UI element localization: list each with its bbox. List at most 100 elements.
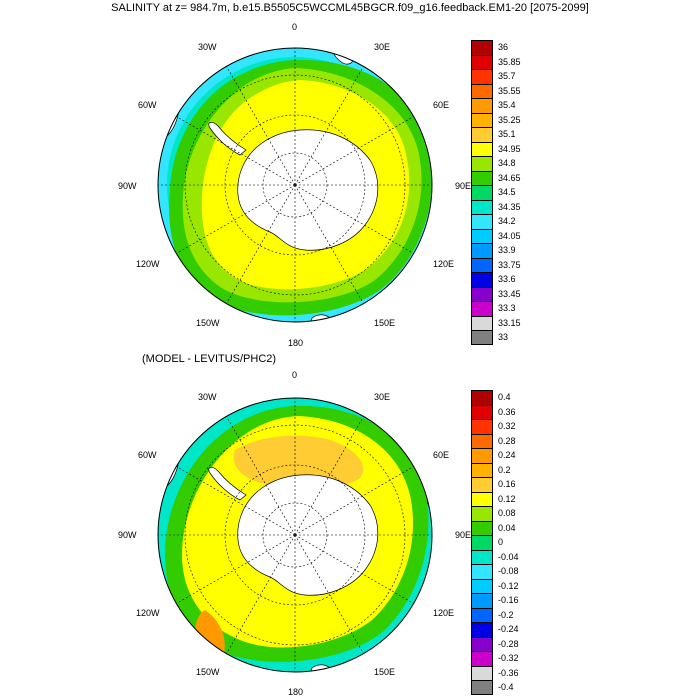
bottom-colorbar-label: -0.2 xyxy=(498,609,514,620)
top-colorbar-swatch xyxy=(471,301,493,316)
top-colorbar-swatch xyxy=(471,286,493,301)
top-map-title: SALINITY at z= 984.7m, b.e15.B5505C5WCCM… xyxy=(111,2,589,14)
top-colorbar-label: 33.75 xyxy=(498,259,521,270)
bottom-colorbar-label: -0.12 xyxy=(498,580,519,591)
bottom-colorbar-swatch xyxy=(471,535,493,550)
top-lon-label-150e: 150E xyxy=(374,318,396,328)
bottom-colorbar-label: -0.24 xyxy=(498,624,519,634)
top-lon-label-90e: 90E xyxy=(455,181,472,191)
bottom-lon-label-0: 0 xyxy=(292,370,298,380)
top-colorbar-label: 34.65 xyxy=(498,172,521,183)
bottom-colorbar-label: 0.08 xyxy=(498,508,516,518)
bottom-colorbar-label: -0.32 xyxy=(498,653,519,663)
top-colorbar-label: 35.25 xyxy=(498,114,521,125)
top-colorbar-label: 33.45 xyxy=(498,288,521,299)
bottom-colorbar-swatch xyxy=(471,506,493,521)
top-colorbar-label: 34.35 xyxy=(498,201,521,212)
top-colorbar-label: 35.4 xyxy=(498,100,516,110)
top-lon-label-150w: 150W xyxy=(196,318,220,328)
bottom-colorbar-swatch xyxy=(471,680,493,695)
top-colorbar-swatch xyxy=(471,214,493,229)
top-colorbar-swatch xyxy=(471,69,493,84)
top-colorbar-swatch xyxy=(471,170,493,185)
bottom-lon-label-90e: 90E xyxy=(455,530,472,540)
top-lon-label-120w: 120W xyxy=(136,259,160,269)
bottom-colorbar-swatch xyxy=(471,404,493,419)
bottom-colorbar-label: -0.08 xyxy=(498,566,519,576)
bottom-colorbar-swatch xyxy=(471,607,493,622)
bottom-colorbar-label: 0.28 xyxy=(498,435,516,446)
bottom-colorbar-label: -0.16 xyxy=(498,595,519,605)
top-colorbar-label: 33 xyxy=(498,332,509,342)
top-colorbar-label: 34.5 xyxy=(498,187,516,197)
top-colorbar-label: 33.15 xyxy=(498,317,521,328)
bottom-lon-label-120w: 120W xyxy=(136,608,160,618)
top-colorbar-label: 35.85 xyxy=(498,56,521,67)
bottom-colorbar-swatch xyxy=(471,491,493,506)
bottom-lon-label-60e: 60E xyxy=(433,450,450,460)
top-colorbar-label: 36 xyxy=(498,42,509,52)
top-polar-map xyxy=(157,47,433,323)
top-colorbar-swatch xyxy=(471,199,493,214)
top-colorbar-swatch xyxy=(471,185,493,200)
bottom-colorbar-label: 0.04 xyxy=(498,522,516,533)
top-colorbar-label: 33.3 xyxy=(498,303,516,313)
top-lon-label-90w: 90W xyxy=(118,181,137,191)
bottom-colorbar-label: 0.36 xyxy=(498,406,516,417)
top-colorbar-swatch xyxy=(471,112,493,127)
top-colorbar-swatch xyxy=(471,83,493,98)
bottom-colorbar-label: -0.28 xyxy=(498,638,519,649)
bottom-colorbar-swatch xyxy=(471,593,493,608)
bottom-colorbar-label: 0.24 xyxy=(498,450,516,460)
top-colorbar-swatch xyxy=(471,54,493,69)
bottom-colorbar-swatch xyxy=(471,477,493,492)
bottom-polar-map xyxy=(157,397,433,673)
top-colorbar-label: 35.1 xyxy=(498,129,516,139)
bottom-colorbar-swatch xyxy=(471,390,493,405)
top-colorbar-swatch xyxy=(471,315,493,330)
top-antarctica xyxy=(237,129,379,251)
top-colorbar-label: 34.2 xyxy=(498,216,516,226)
top-colorbar-swatch xyxy=(471,228,493,243)
bottom-lon-label-60w: 60W xyxy=(138,450,157,460)
bottom-colorbar-swatch xyxy=(471,564,493,579)
top-colorbar-label: 33.9 xyxy=(498,245,516,255)
bottom-colorbar-swatch xyxy=(471,578,493,593)
top-colorbar-label: 34.05 xyxy=(498,230,521,241)
top-colorbar-swatch xyxy=(471,330,493,345)
top-lon-label-0: 0 xyxy=(292,22,298,32)
top-colorbar xyxy=(471,40,493,345)
bottom-colorbar-label: 0.12 xyxy=(498,493,516,504)
top-colorbar-label: 35.55 xyxy=(498,85,521,96)
top-lon-label-60w: 60W xyxy=(138,100,157,110)
top-colorbar-label: 34.95 xyxy=(498,143,521,154)
top-colorbar-label: 34.8 xyxy=(498,158,516,168)
top-lon-label-30w: 30W xyxy=(198,42,217,52)
bottom-nz xyxy=(309,664,333,672)
bottom-colorbar-swatch xyxy=(471,549,493,564)
bottom-colorbar-label: 0.32 xyxy=(498,421,516,431)
top-lon-label-60e: 60E xyxy=(433,100,450,110)
top-colorbar-swatch xyxy=(471,156,493,171)
bottom-colorbar-swatch xyxy=(471,622,493,637)
top-colorbar-swatch xyxy=(471,98,493,113)
top-lon-label-180: 180 xyxy=(288,338,304,348)
bottom-colorbar-swatch xyxy=(471,462,493,477)
top-colorbar-swatch xyxy=(471,243,493,258)
top-lon-label-30e: 30E xyxy=(374,42,391,52)
bottom-colorbar-label: -0.04 xyxy=(498,551,519,562)
bottom-colorbar xyxy=(471,390,493,695)
top-colorbar-swatch xyxy=(471,257,493,272)
top-colorbar-label: 35.7 xyxy=(498,71,516,81)
bottom-orange-patch-a xyxy=(233,435,364,488)
bottom-colorbar-swatch xyxy=(471,520,493,535)
bottom-colorbar-swatch xyxy=(471,636,493,651)
bottom-lon-label-90w: 90W xyxy=(118,530,137,540)
bottom-colorbar-swatch xyxy=(471,651,493,666)
bottom-colorbar-swatch xyxy=(471,665,493,680)
bottom-lon-label-120e: 120E xyxy=(433,608,455,618)
bottom-lon-label-30e: 30E xyxy=(374,392,391,402)
bottom-lon-label-180: 180 xyxy=(288,687,304,697)
bottom-lon-label-150e: 150E xyxy=(374,667,396,677)
bottom-map-title: (MODEL - LEVITUS/PHC2) xyxy=(142,353,277,365)
